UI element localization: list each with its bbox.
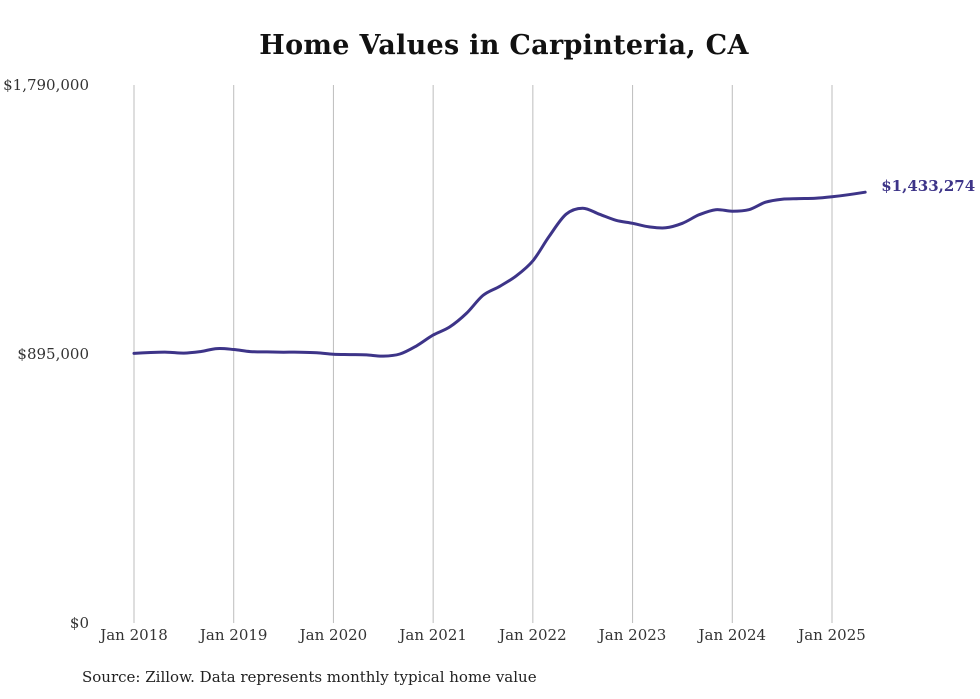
source-note: Source: Zillow. Data represents monthly …: [82, 668, 537, 686]
y-tick-label: $1,790,000: [3, 76, 89, 94]
gridlines: [133, 85, 833, 623]
x-tick-label: Jan 2024: [697, 626, 767, 644]
y-tick-label: $0: [70, 614, 89, 632]
x-tick-label: Jan 2022: [497, 626, 567, 644]
chart-title: Home Values in Carpinteria, CA: [259, 30, 749, 61]
data-labels: $1,433,274: [881, 177, 975, 195]
x-tick-label: Jan 2020: [298, 626, 368, 644]
x-tick-label: Jan 2023: [597, 626, 667, 644]
series-line: [132, 190, 867, 358]
y-tick-label: $895,000: [17, 345, 89, 363]
x-tick-label: Jan 2021: [397, 626, 467, 644]
x-tick-label: Jan 2019: [198, 626, 268, 644]
series-layer: [132, 190, 867, 358]
tick-labels: Jan 2018 Jan 2019 Jan 2020 Jan 2021 Jan 2022…: [3, 76, 866, 644]
x-tick-label: Jan 2018: [98, 626, 168, 644]
x-tick-label: Jan 2025: [796, 626, 866, 644]
end-value-label: $1,433,274: [881, 177, 975, 195]
